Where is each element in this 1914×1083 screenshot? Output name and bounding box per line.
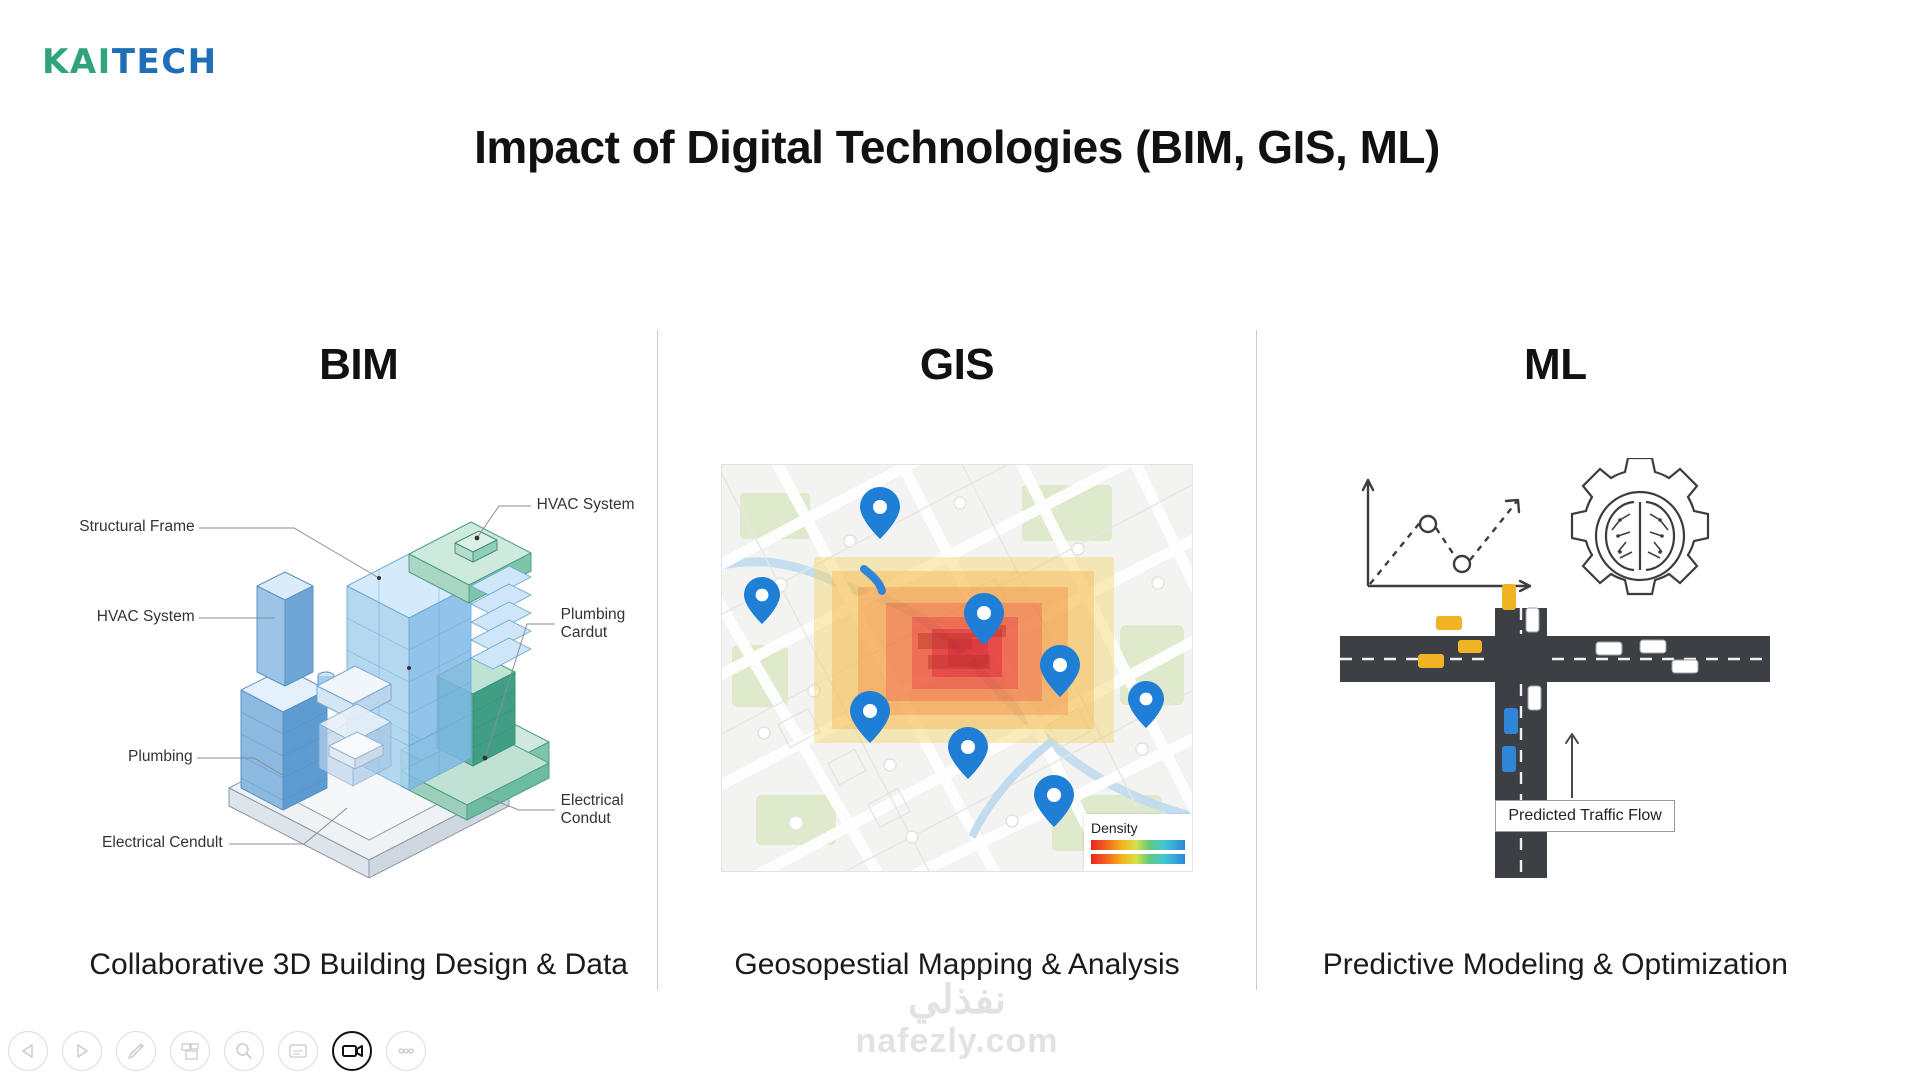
bim-label-electrical-cendult: Electrical Cendult <box>102 833 223 851</box>
column-heading-ml: ML <box>1524 340 1587 389</box>
map-pins <box>743 486 1164 827</box>
pen-tool-button[interactable] <box>116 1031 156 1071</box>
column-gis: GIS <box>657 330 1257 990</box>
kaitech-logo: KAITECH <box>42 42 218 82</box>
magnifier-icon <box>236 1043 252 1059</box>
ml-graphics-svg <box>1340 456 1771 878</box>
bim-label-plumbing-cardut: Plumbing Cardut <box>560 605 626 642</box>
density-legend-gradient-bar-2 <box>1090 853 1185 864</box>
column-caption-ml: Predictive Modeling & Optimization <box>1322 947 1788 981</box>
presentation-toolbar <box>8 1031 426 1071</box>
bim-label-plumbing: Plumbing <box>128 747 193 765</box>
notes-icon <box>289 1044 307 1058</box>
bim-label-structural-frame: Structural Frame <box>79 517 195 535</box>
bim-label-hvac-system-right: HVAC System <box>536 495 635 513</box>
slide-overview-button[interactable] <box>170 1031 210 1071</box>
logo-text-tech: TECH <box>111 42 218 82</box>
triangle-right-icon <box>77 1044 88 1058</box>
bim-illustration: Structural Frame HVAC System Plumbing El… <box>60 390 657 946</box>
notes-button[interactable] <box>278 1031 318 1071</box>
column-caption-bim: Collaborative 3D Building Design & Data <box>89 947 628 981</box>
gis-illustration: Density <box>658 390 1255 946</box>
previous-slide-button[interactable] <box>8 1031 48 1071</box>
bim-isometric-svg <box>196 505 555 879</box>
more-options-button[interactable] <box>386 1031 426 1071</box>
column-ml: ML <box>1257 330 1854 990</box>
triangle-left-icon <box>22 1044 33 1058</box>
predicted-traffic-flow-callout: Predicted Traffic Flow <box>1495 799 1675 832</box>
record-video-button[interactable] <box>332 1031 372 1071</box>
column-bim: BIM <box>60 330 657 990</box>
columns-container: BIM <box>60 330 1854 990</box>
camera-icon <box>342 1045 363 1057</box>
ml-illustration: Predicted Traffic Flow <box>1257 390 1854 946</box>
pen-icon <box>128 1043 144 1059</box>
slides-icon <box>181 1043 199 1060</box>
gis-heatmap-map: Density <box>720 463 1193 872</box>
column-heading-gis: GIS <box>919 340 995 389</box>
column-caption-gis: Geosopestial Mapping & Analysis <box>734 947 1180 981</box>
slide-title: Impact of Digital Technologies (BIM, GIS… <box>474 121 1440 173</box>
logo-text-kai: KAI <box>42 42 112 82</box>
ellipsis-icon <box>398 1048 414 1054</box>
bim-label-electrical-condut: Electrical Condut <box>560 791 624 828</box>
gear-brain-icon <box>1571 456 1710 595</box>
bim-label-hvac-system-left: HVAC System <box>96 607 195 625</box>
density-legend: Density <box>1083 813 1192 871</box>
trend-chart-icon <box>1362 478 1532 592</box>
traffic-intersection-icon <box>1340 583 1771 878</box>
column-heading-bim: BIM <box>319 340 399 389</box>
zoom-tool-button[interactable] <box>224 1031 264 1071</box>
density-legend-title: Density <box>1090 819 1138 836</box>
gis-map-svg <box>721 464 1192 871</box>
next-slide-button[interactable] <box>62 1031 102 1071</box>
density-legend-gradient-bar-1 <box>1090 839 1185 850</box>
